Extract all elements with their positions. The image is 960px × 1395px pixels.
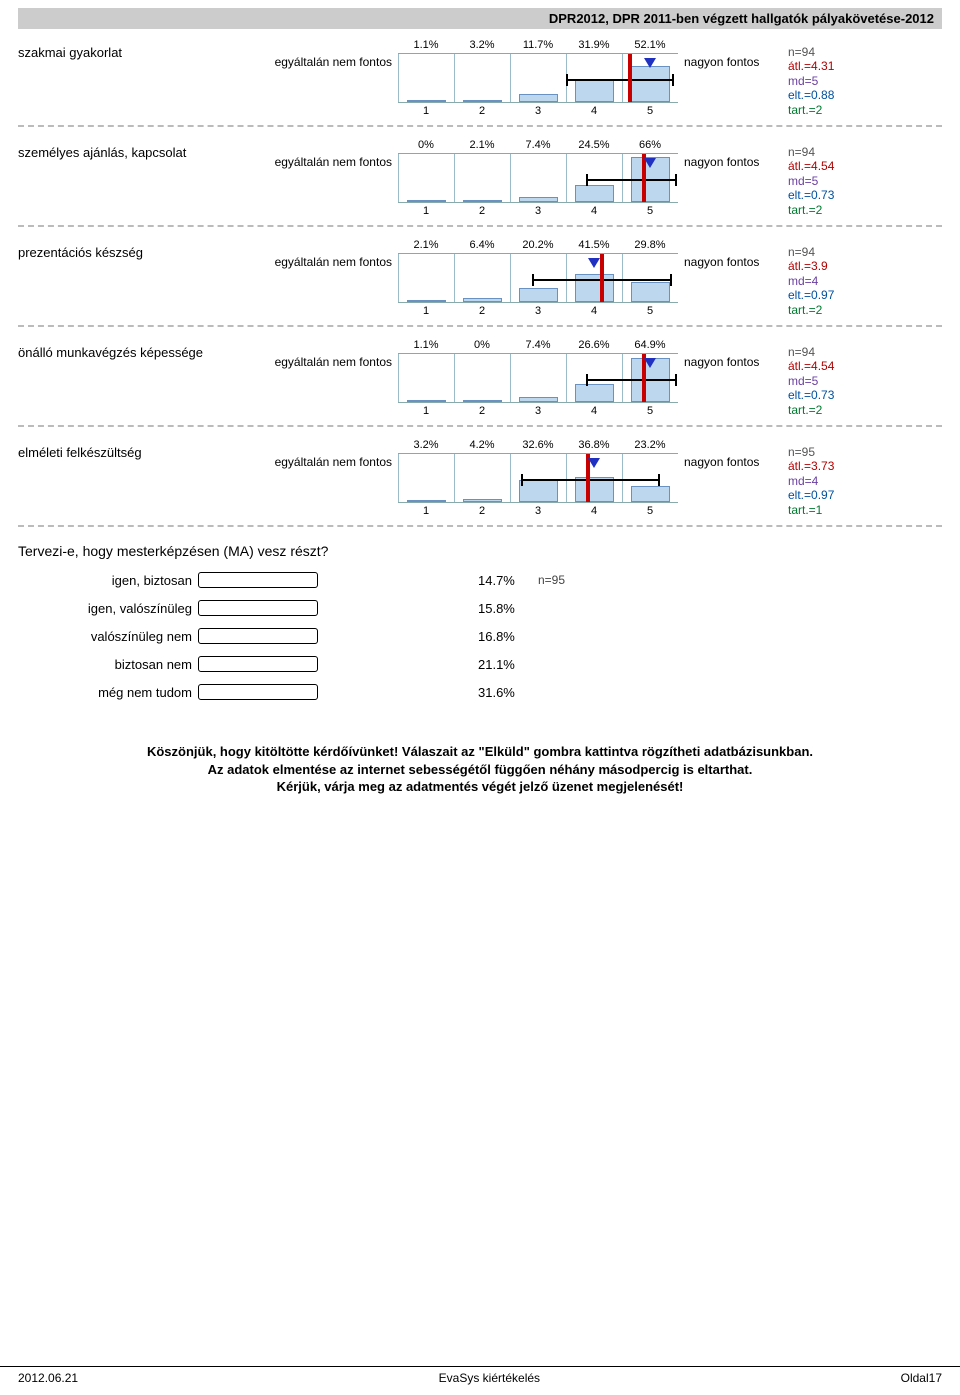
- question-row: elméleti felkészültségegyáltalán nem fon…: [18, 429, 942, 523]
- question-label: személyes ajánlás, kapcsolat: [18, 139, 248, 160]
- response-label: biztosan nem: [18, 657, 198, 672]
- stats-block: n=94átl.=4.54md=5elt.=0.73tart.=2: [788, 139, 834, 217]
- histogram-bar: [519, 94, 558, 102]
- question-row: szakmai gyakorlategyáltalán nem fontos1.…: [18, 29, 942, 123]
- histogram-bar: [407, 100, 446, 102]
- question-label: prezentációs készség: [18, 239, 248, 260]
- response-value: 16.8%: [318, 629, 538, 644]
- histogram-bar: [407, 400, 446, 402]
- median-marker: [588, 258, 600, 268]
- histogram-bar: [407, 300, 446, 302]
- histogram-chart: 1.1%0%7.4%26.6%64.9%12345: [398, 339, 678, 417]
- footer-center: EvaSys kiértékelés: [439, 1371, 540, 1385]
- histogram-bar: [519, 288, 558, 302]
- mean-marker: [628, 54, 632, 102]
- histogram-bar: [519, 397, 558, 402]
- scale-right-label: nagyon fontos: [678, 439, 788, 469]
- response-label: igen, biztosan: [18, 573, 198, 588]
- histogram-bar: [519, 480, 558, 502]
- response-row: biztosan nem 21.1%: [18, 653, 942, 675]
- median-marker: [644, 358, 656, 368]
- scale-left-label: egyáltalán nem fontos: [248, 39, 398, 69]
- page-footer: 2012.06.21 EvaSys kiértékelés Oldal17: [0, 1366, 960, 1385]
- histogram-bar: [575, 384, 614, 402]
- stats-block: n=94átl.=3.9md=4elt.=0.97tart.=2: [788, 239, 834, 317]
- histogram-bar: [575, 80, 614, 102]
- question-row: személyes ajánlás, kapcsolategyáltalán n…: [18, 129, 942, 223]
- response-bar: [198, 600, 318, 616]
- stats-block: n=95átl.=3.73md=4elt.=0.97tart.=1: [788, 439, 834, 517]
- section2-title: Tervezi-e, hogy mesterképzésen (MA) vesz…: [18, 529, 942, 569]
- histogram-bar: [407, 200, 446, 202]
- question-label: szakmai gyakorlat: [18, 39, 248, 60]
- footer-left: 2012.06.21: [18, 1371, 78, 1385]
- histogram-bar: [463, 298, 502, 302]
- median-marker: [644, 58, 656, 68]
- scale-left-label: egyáltalán nem fontos: [248, 239, 398, 269]
- scale-left-label: egyáltalán nem fontos: [248, 139, 398, 169]
- response-value: 31.6%: [318, 685, 538, 700]
- stats-block: n=94átl.=4.54md=5elt.=0.73tart.=2: [788, 339, 834, 417]
- response-bar: [198, 656, 318, 672]
- response-row: valószínüleg nem 16.8%: [18, 625, 942, 647]
- response-bar: [198, 684, 318, 700]
- response-label: valószínüleg nem: [18, 629, 198, 644]
- response-row: igen, biztosan 14.7%n=95: [18, 569, 942, 591]
- histogram-bar: [463, 200, 502, 202]
- response-value: 15.8%: [318, 601, 538, 616]
- histogram-chart: 2.1%6.4%20.2%41.5%29.8%12345: [398, 239, 678, 317]
- response-value: 14.7%: [318, 573, 538, 588]
- histogram-chart: 0%2.1%7.4%24.5%66%12345: [398, 139, 678, 217]
- question-label: elméleti felkészültség: [18, 439, 248, 460]
- response-row: igen, valószínüleg 15.8%: [18, 597, 942, 619]
- thanks-text: Köszönjük, hogy kitöltötte kérdőívünket!…: [18, 743, 942, 796]
- response-value: 21.1%: [318, 657, 538, 672]
- question-row: prezentációs készségegyáltalán nem fonto…: [18, 229, 942, 323]
- response-label: igen, valószínüleg: [18, 601, 198, 616]
- histogram-bar: [631, 282, 670, 302]
- histogram-bar: [631, 66, 670, 102]
- response-label: még nem tudom: [18, 685, 198, 700]
- histogram-bar: [575, 185, 614, 202]
- median-marker: [588, 458, 600, 468]
- scale-left-label: egyáltalán nem fontos: [248, 339, 398, 369]
- header-title: DPR2012, DPR 2011-ben végzett hallgatók …: [18, 8, 942, 29]
- histogram-chart: 3.2%4.2%32.6%36.8%23.2%12345: [398, 439, 678, 517]
- question-row: önálló munkavégzés képességeegyáltalán n…: [18, 329, 942, 423]
- scale-right-label: nagyon fontos: [678, 39, 788, 69]
- histogram-bar: [463, 499, 502, 502]
- stats-block: n=94átl.=4.31md=5elt.=0.88tart.=2: [788, 39, 834, 117]
- question-label: önálló munkavégzés képessége: [18, 339, 248, 360]
- median-marker: [644, 158, 656, 168]
- histogram-bar: [407, 500, 446, 502]
- response-bar: [198, 572, 318, 588]
- scale-right-label: nagyon fontos: [678, 139, 788, 169]
- scale-right-label: nagyon fontos: [678, 339, 788, 369]
- scale-right-label: nagyon fontos: [678, 239, 788, 269]
- scale-left-label: egyáltalán nem fontos: [248, 439, 398, 469]
- histogram-bar: [463, 400, 502, 402]
- response-row: még nem tudom 31.6%: [18, 681, 942, 703]
- mean-marker: [600, 254, 604, 302]
- footer-right: Oldal17: [901, 1371, 942, 1385]
- histogram-bar: [519, 197, 558, 202]
- response-bar: [198, 628, 318, 644]
- histogram-chart: 1.1%3.2%11.7%31.9%52.1%12345: [398, 39, 678, 117]
- histogram-bar: [631, 486, 670, 502]
- response-n: n=95: [538, 573, 565, 587]
- histogram-bar: [463, 100, 502, 102]
- histogram-bar: [575, 274, 614, 302]
